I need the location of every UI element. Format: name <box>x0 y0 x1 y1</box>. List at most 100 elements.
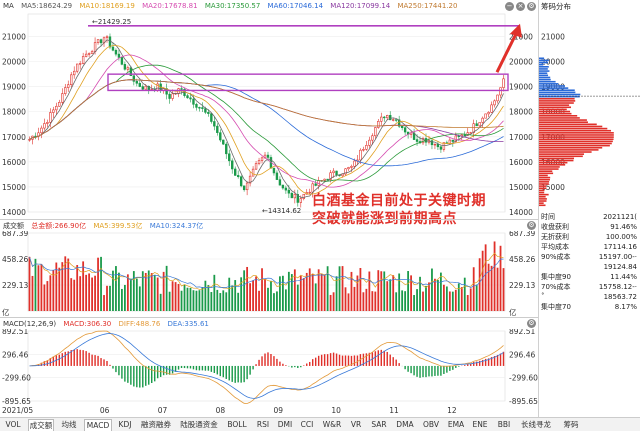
diff-line <box>29 330 504 404</box>
chip-y-tick: 15000 <box>541 183 565 192</box>
annotation-line-1: 白酒基金目前处于关键时期 <box>312 193 486 209</box>
volume-bar <box>219 293 222 311</box>
volume-bar <box>46 281 49 311</box>
minus-icon[interactable]: − <box>505 2 514 11</box>
tab-DMA[interactable]: DMA <box>396 420 414 429</box>
candle <box>475 120 478 127</box>
candle <box>329 169 332 183</box>
candle <box>377 118 380 129</box>
tab-融资融券[interactable]: 融资融券 <box>141 420 171 429</box>
volume-bar <box>70 278 73 311</box>
tab-SAR[interactable]: SAR <box>371 420 387 429</box>
volume-bar <box>395 292 398 311</box>
chip-bar <box>539 134 614 136</box>
volume-bar <box>73 279 76 311</box>
candle <box>96 39 100 45</box>
tab-KDJ[interactable]: KDJ <box>118 420 132 429</box>
volume-bar <box>323 274 326 311</box>
chip-bar <box>539 89 575 92</box>
volume-bar <box>380 271 383 311</box>
chip-stat-label: 收盘获利 <box>541 223 569 231</box>
volume-bar <box>255 276 257 311</box>
volume-bar <box>94 275 96 311</box>
candle <box>472 119 475 138</box>
tab-成交额[interactable]: 成交额 <box>28 419 54 431</box>
volume-bar <box>276 291 278 311</box>
volume-bar <box>261 268 263 311</box>
volume-bar <box>34 258 37 311</box>
tab-OBV[interactable]: OBV <box>423 420 439 429</box>
close-icon[interactable]: × <box>516 2 525 11</box>
volume-y-tick-right: 458.26 <box>509 255 535 264</box>
candle <box>248 171 252 187</box>
main-chart-area: MA MA5:18624.29 MA10:18169.19 MA20:17678… <box>0 2 538 415</box>
dea-value: DEA:335.61 <box>167 320 209 328</box>
volume-bar <box>410 275 412 311</box>
chip-bar <box>539 204 546 207</box>
volume-bar <box>85 274 88 311</box>
tab-均线[interactable]: 均线 <box>61 420 77 429</box>
volume-bar <box>293 269 296 311</box>
volume-gear-icon[interactable]: ⚙ <box>527 221 536 230</box>
tab-RSI[interactable]: RSI <box>256 420 270 429</box>
tab-陆股通资金[interactable]: 陆股通资金 <box>180 420 218 429</box>
tab-BOLL[interactable]: BOLL <box>227 420 247 429</box>
candle <box>290 192 294 199</box>
tab-W&R[interactable]: W&R <box>322 420 342 429</box>
chip-bar <box>539 57 545 60</box>
volume-bar <box>192 290 195 311</box>
volume-bar <box>132 271 135 311</box>
tab-VR[interactable]: VR <box>350 420 362 429</box>
volume-bar <box>457 283 460 311</box>
tab-筹码[interactable]: 筹码 <box>563 420 579 429</box>
macd-panel-name: MACD(12,26,9) <box>3 320 57 328</box>
chip-bar <box>539 104 570 106</box>
macd-gear-icon[interactable]: ⚙ <box>527 319 536 328</box>
candle <box>281 184 285 190</box>
volume-bar <box>419 276 421 311</box>
tab-ENE[interactable]: ENE <box>472 420 488 429</box>
chip-bar <box>539 91 576 94</box>
volume-bar <box>270 280 272 311</box>
volume-bar <box>64 256 67 311</box>
tab-VOL[interactable]: VOL <box>5 420 21 429</box>
volume-bar <box>487 263 490 311</box>
chip-bar <box>539 125 603 128</box>
chip-bar <box>539 183 549 185</box>
macd-y-tick-left: -299.60 <box>2 374 31 383</box>
chip-bar <box>539 178 550 181</box>
chip-stat-value: 15197.00-· <box>598 253 637 261</box>
tab-长线寻龙[interactable]: 长线寻龙 <box>521 420 551 429</box>
chip-stat-label: 90%成本 <box>541 253 571 261</box>
volume-bar <box>103 295 105 311</box>
price-y-tick-left: 19000 <box>2 83 26 92</box>
gear-icon[interactable]: ⚙ <box>527 2 536 11</box>
price-y-tick-right: 17000 <box>509 133 533 142</box>
ma30-value: MA30:17350.57 <box>204 2 261 10</box>
tab-MACD[interactable]: MACD <box>84 419 112 431</box>
tab-BBI[interactable]: BBI <box>497 420 511 429</box>
volume-bar <box>341 266 344 311</box>
tab-CCI[interactable]: CCI <box>300 420 314 429</box>
low-price-label: ←14314.62 <box>262 207 301 215</box>
volume-bar <box>284 289 287 311</box>
chip-stat-value: 18563.72 <box>603 293 637 301</box>
ma60-line <box>29 79 504 167</box>
chip-bar <box>539 63 544 66</box>
chip-stat-value: 2021121( <box>603 213 637 221</box>
volume-y-tick-left: 229.13 <box>2 281 28 290</box>
chip-bar <box>539 83 559 85</box>
tab-EMA[interactable]: EMA <box>447 420 465 429</box>
candle <box>362 146 365 152</box>
volume-bar <box>287 271 290 311</box>
candle <box>251 166 255 177</box>
candle <box>421 136 425 145</box>
candle <box>150 84 153 91</box>
volume-bar <box>129 278 132 311</box>
volume-bar <box>377 270 380 311</box>
indicator-tab-bar: VOL 成交额 均线 MACD KDJ 融资融券 陆股通资金 BOLL RSI DMI CCI W&R… <box>0 417 640 431</box>
chip-stat-row: 90%成本 15197.00-· <box>541 252 639 262</box>
candle <box>308 188 311 195</box>
volume-bar <box>338 266 341 311</box>
tab-DMI[interactable]: DMI <box>277 420 293 429</box>
